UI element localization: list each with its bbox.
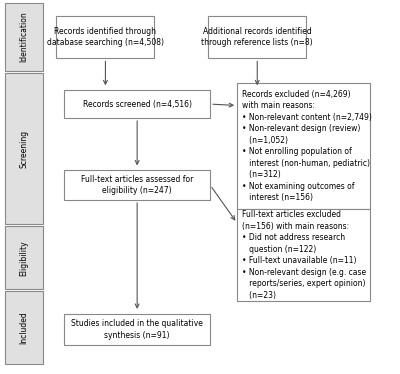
Text: Included: Included	[19, 311, 28, 344]
Bar	[64, 90, 210, 118]
Text: Studies included in the qualitative
synthesis (n=91): Studies included in the qualitative synt…	[71, 319, 203, 340]
Text: Records excluded (n=4,269)
with main reasons:
• Non-relevant content (n=2,749)
•: Records excluded (n=4,269) with main rea…	[242, 90, 372, 202]
Bar	[64, 170, 210, 200]
Bar	[64, 314, 210, 345]
Bar	[237, 209, 370, 301]
Text: Records identified through
database searching (n=4,508): Records identified through database sear…	[47, 27, 164, 47]
Text: Additional records identified
through reference lists (n=8): Additional records identified through re…	[202, 27, 313, 47]
Text: Full-text articles excluded
(n=156) with main reasons:
• Did not address researc: Full-text articles excluded (n=156) with…	[242, 211, 366, 300]
Text: Full-text articles assessed for
eligibility (n=247): Full-text articles assessed for eligibil…	[81, 175, 193, 195]
Bar	[4, 226, 43, 289]
Bar	[56, 16, 154, 58]
Bar	[4, 291, 43, 364]
Bar	[4, 3, 43, 71]
Text: Identification: Identification	[19, 12, 28, 62]
Text: Records screened (n=4,516): Records screened (n=4,516)	[83, 99, 192, 108]
Text: Eligibility: Eligibility	[19, 240, 28, 276]
Text: Screening: Screening	[19, 130, 28, 168]
Bar	[237, 83, 370, 209]
Bar	[208, 16, 306, 58]
Bar	[4, 73, 43, 224]
